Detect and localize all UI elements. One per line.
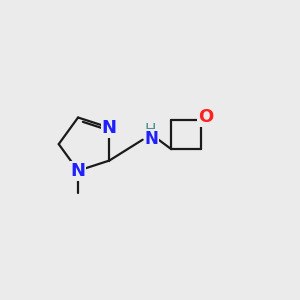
Text: N: N bbox=[102, 119, 117, 137]
Text: N: N bbox=[70, 162, 86, 180]
Text: H: H bbox=[144, 123, 156, 138]
Text: N: N bbox=[145, 130, 158, 148]
Text: O: O bbox=[198, 108, 214, 126]
